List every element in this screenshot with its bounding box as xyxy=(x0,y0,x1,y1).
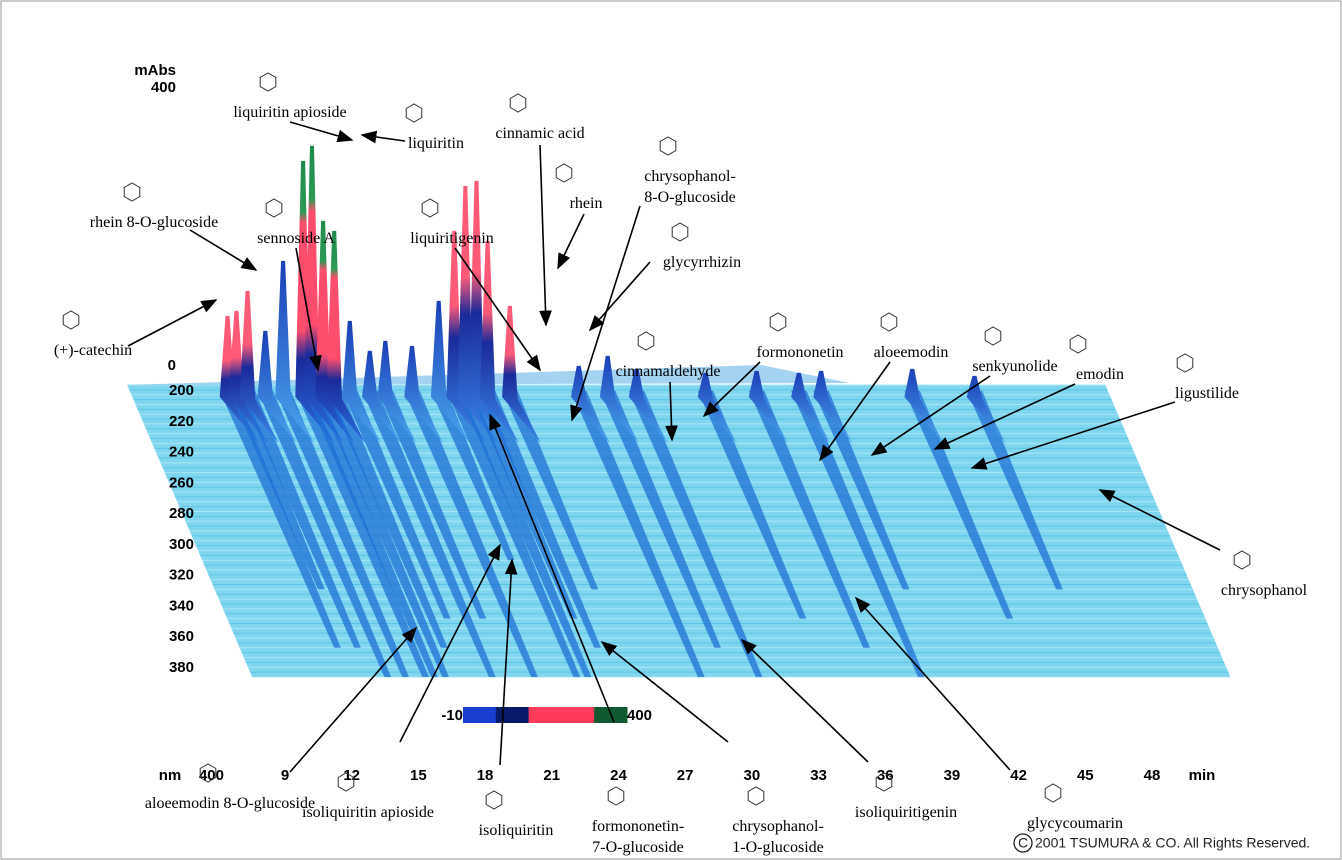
compound-label: cinnamaldehyde xyxy=(616,363,721,380)
time-tick-label: 48 xyxy=(1144,767,1161,784)
compound-label: sennoside A xyxy=(257,230,335,247)
copyright-text: 2001 TSUMURA & CO. All Rights Reserved. xyxy=(1035,835,1310,851)
compound-label: rhein xyxy=(570,195,603,212)
compound-label: glycyrrhizin xyxy=(663,254,741,271)
wavelength-tick-label: 200 xyxy=(169,382,194,399)
color-scale-segment xyxy=(496,707,529,723)
wavelength-axis-label: nm xyxy=(159,767,182,784)
compound-label: aloeemodin 8-O-glucoside xyxy=(145,795,315,812)
time-tick-label: 27 xyxy=(677,767,694,784)
copyright: C 2001 TSUMURA & CO. All Rights Reserved… xyxy=(1014,834,1310,852)
color-scale-tick-label: -10 xyxy=(441,707,463,724)
compound-label: chrysophanol- xyxy=(644,168,736,185)
absorbance-tick-label: 400 xyxy=(151,79,176,96)
time-tick-label: 9 xyxy=(281,767,289,784)
absorbance-tick-label: 0 xyxy=(168,357,176,374)
copyright-symbol: C xyxy=(1018,835,1028,851)
compound-label: aloeemodin xyxy=(874,344,949,361)
compound-label: liquiritigenin xyxy=(410,230,494,247)
compound-label: chrysophanol- xyxy=(732,818,824,835)
compound-label: 7-O-glucoside xyxy=(592,839,684,856)
wavelength-tick-label: 240 xyxy=(169,444,194,461)
compound-label: cinnamic acid xyxy=(495,125,584,142)
time-tick-label: 24 xyxy=(610,767,627,784)
compound-label: isoliquiritin xyxy=(479,822,554,839)
time-tick-label: 45 xyxy=(1077,767,1094,784)
wavelength-tick-label: 280 xyxy=(169,505,194,522)
compound-label: senkyunolide xyxy=(972,358,1057,375)
time-tick-label: 18 xyxy=(477,767,494,784)
compound-label: chrysophanol xyxy=(1221,582,1308,599)
wavelength-tick-label: 300 xyxy=(169,536,194,553)
time-tick-label: 33 xyxy=(810,767,827,784)
color-scale-tick-label: 400 xyxy=(627,707,652,724)
compound-label: 1-O-glucoside xyxy=(732,839,824,856)
compound-label: emodin xyxy=(1076,366,1124,383)
figure: 0400mAbs20022024026028030032034036038040… xyxy=(0,0,1342,860)
color-scale-segment xyxy=(561,707,594,723)
compound-label: liquiritin apioside xyxy=(233,104,346,121)
compound-label: glycycoumarin xyxy=(1027,815,1123,832)
time-tick-label: 39 xyxy=(944,767,961,784)
wavelength-tick-label: 340 xyxy=(169,597,194,614)
compound-label: (+)-catechin xyxy=(54,342,132,359)
wavelength-tick-label: 400 xyxy=(199,767,224,784)
compound-label: rhein 8-O-glucoside xyxy=(90,214,218,231)
wavelength-tick-label: 360 xyxy=(169,628,194,645)
compound-label: formononetin- xyxy=(592,818,684,835)
time-tick-label: 21 xyxy=(543,767,560,784)
color-scale-segment xyxy=(529,707,562,723)
time-tick-label: 30 xyxy=(744,767,761,784)
wavelength-tick-label: 380 xyxy=(169,659,194,676)
compound-label: formononetin xyxy=(756,344,843,361)
time-tick-label: 15 xyxy=(410,767,427,784)
compound-label: ligustilide xyxy=(1175,385,1239,402)
wavelength-tick-label: 220 xyxy=(169,413,194,430)
absorbance-axis-label: mAbs xyxy=(134,62,176,79)
time-axis-label: min xyxy=(1189,767,1216,784)
wavelength-tick-label: 320 xyxy=(169,567,194,584)
time-tick-label: 12 xyxy=(343,767,360,784)
color-scale-segment xyxy=(463,707,496,723)
compound-label: liquiritin xyxy=(408,135,464,152)
time-tick-label: 42 xyxy=(1010,767,1027,784)
compound-label: isoliquiritigenin xyxy=(855,804,957,821)
compound-label: isoliquiritin apioside xyxy=(302,804,434,821)
wavelength-tick-label: 260 xyxy=(169,474,194,491)
compound-label: 8-O-glucoside xyxy=(644,189,736,206)
